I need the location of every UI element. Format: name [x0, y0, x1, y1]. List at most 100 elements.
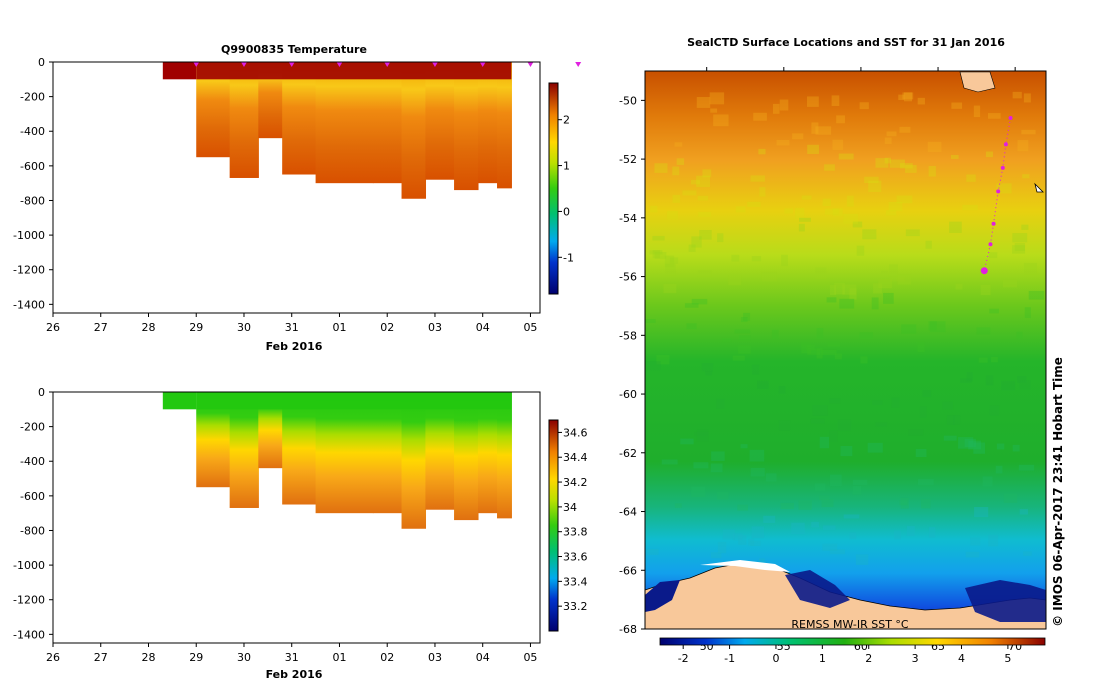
x-tick-label: 01: [332, 651, 346, 664]
map-frame: [644, 70, 1047, 630]
sst-speckle: [765, 473, 777, 482]
sst-speckle: [1023, 93, 1031, 103]
profile-column: [162, 62, 197, 80]
sst-speckle: [890, 276, 905, 282]
sst-speckle: [985, 151, 993, 158]
track-point: [1003, 142, 1008, 147]
sst-speckle: [717, 541, 727, 554]
sst-speckle: [988, 252, 998, 259]
sst-speckle: [1022, 174, 1030, 179]
temperature-axes-frame: [52, 61, 541, 314]
sst-speckle: [839, 298, 855, 309]
sst-speckle: [652, 235, 665, 241]
lat-tick-label: -58: [619, 329, 637, 342]
sst-speckle: [1001, 380, 1016, 391]
sst-speckle: [798, 500, 812, 510]
sst-speckle: [978, 357, 988, 363]
sst-speckle: [743, 312, 751, 321]
profile-column: [229, 62, 259, 178]
y-tick-label: 0: [38, 56, 45, 69]
sst-speckle: [862, 229, 877, 240]
sst-colorbar-tick-label: 4: [958, 652, 965, 665]
colorbar-tick-label: 33.8: [563, 526, 588, 539]
sst-speckle: [798, 223, 805, 232]
sst-speckle: [750, 467, 765, 477]
sst-colorbar-tick-label: 1: [819, 652, 826, 665]
lat-tick-label: -52: [619, 153, 637, 166]
sst-speckle: [921, 499, 931, 509]
x-tick-label: 30: [237, 321, 251, 334]
profile-marker: [527, 62, 534, 67]
y-tick-label: -1200: [13, 594, 45, 607]
sst-speckle: [656, 354, 670, 365]
sst-speckle: [822, 198, 831, 207]
sst-speckle: [801, 195, 812, 200]
sst-speckle: [843, 213, 859, 224]
sst-speckle: [684, 303, 699, 308]
sst-speckle: [701, 363, 714, 372]
surface-layer: [196, 62, 512, 80]
sst-field: [645, 71, 1046, 629]
sst-speckle: [896, 195, 913, 204]
sst-speckle: [968, 440, 982, 450]
sst-speckle: [827, 341, 841, 347]
profile-column: [454, 392, 479, 521]
y-tick-label: -1400: [13, 628, 45, 641]
sst-speckle: [953, 415, 961, 425]
sst-speckle: [885, 210, 897, 216]
sst-map-panel: SealCTD Surface Locations and SST for 31…: [619, 36, 1065, 665]
lat-tick-label: -62: [619, 447, 637, 460]
sst-speckle: [691, 486, 706, 497]
sst-speckle: [836, 115, 845, 124]
sst-speckle: [886, 131, 897, 137]
sst-speckle: [757, 380, 769, 389]
profile-column: [425, 392, 455, 510]
sst-speckle: [822, 543, 838, 551]
lat-tick-label: -64: [619, 506, 637, 519]
lat-tick-label: -50: [619, 94, 637, 107]
sst-speckle: [697, 270, 712, 277]
sst-speckle: [763, 515, 776, 523]
sst-speckle: [897, 274, 911, 285]
sst-speckle: [691, 298, 708, 305]
sst-speckle: [680, 438, 694, 445]
sst-speckle: [832, 208, 843, 217]
temperature-colorbar-ticks: 2 1 0 -1: [558, 114, 574, 264]
sst-speckle: [1017, 376, 1027, 383]
sst-speckle: [811, 521, 819, 528]
sst-speckle: [753, 112, 767, 121]
sst-speckle: [852, 221, 863, 228]
temperature-x-axis: 26 27 28 29 30 31 01 02 03 04 05: [46, 313, 537, 334]
sst-speckle: [974, 507, 989, 518]
sst-speckle: [776, 140, 790, 146]
sst-speckle: [852, 485, 862, 495]
x-tick-label: 26: [46, 321, 60, 334]
profile-marker: [479, 62, 486, 67]
sst-speckle: [666, 211, 678, 220]
sst-speckle: [735, 206, 746, 213]
sst-speckle: [928, 165, 936, 177]
x-tick-label: 31: [285, 651, 299, 664]
sst-speckle: [792, 133, 804, 140]
sst-speckle: [699, 229, 712, 240]
sst-speckle: [855, 554, 869, 565]
sst-speckle: [732, 533, 743, 541]
x-tick-label: 02: [380, 651, 394, 664]
y-tick-label: -1200: [13, 264, 45, 277]
salinity-panel: 0-200-400-600-800-1000-1200-1400 26 27 28 2…: [13, 386, 587, 681]
imos-credit: © IMOS 06-Apr-2017 23:41 Hobart Time: [1051, 357, 1065, 627]
sst-colorbar-tick-label: -2: [678, 652, 689, 665]
surface-layer: [196, 392, 512, 410]
y-tick-label: -1000: [13, 229, 45, 242]
sst-speckle: [672, 194, 681, 203]
sst-speckle: [824, 164, 835, 171]
sst-speckle: [927, 141, 942, 153]
sst-speckle: [807, 144, 819, 154]
sst-speckle: [889, 159, 905, 168]
sst-speckle: [832, 139, 844, 150]
colorbar-tick-label: 33.6: [563, 551, 588, 564]
sst-speckle: [922, 390, 932, 398]
sst-speckle: [884, 157, 892, 164]
profile-column: [315, 62, 374, 184]
sst-speckle: [842, 284, 857, 295]
